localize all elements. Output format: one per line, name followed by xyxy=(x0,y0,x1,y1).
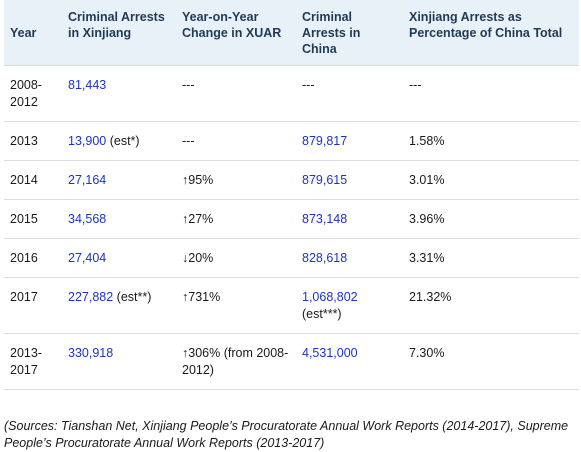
table-row: 2017 227,882 (est**) ↑731% 1,068,802 (est***… xyxy=(4,277,579,334)
xinjiang-arrests-link[interactable]: 227,882 xyxy=(68,290,114,304)
percentage-value: 3.01% xyxy=(409,173,445,187)
percentage-cell: 7.30% xyxy=(403,333,579,390)
percentage-value: --- xyxy=(409,78,422,92)
table-header-row: Year Criminal Arrests in Xinjiang Year-o… xyxy=(4,0,579,66)
page: Year Criminal Arrests in Xinjiang Year-o… xyxy=(4,0,579,450)
china-arrests-cell: 879,817 xyxy=(296,121,403,161)
arrests-table: Year Criminal Arrests in Xinjiang Year-o… xyxy=(4,0,579,390)
table-row: 2013 13,900 (est*) --- 879,817 1.58% xyxy=(4,121,579,161)
header-year: Year xyxy=(10,26,37,40)
china-arrests-cell: 1,068,802 (est***) xyxy=(296,277,403,334)
xinjiang-arrests-link[interactable]: 13,900 xyxy=(68,134,107,148)
year-value: 2015 xyxy=(10,212,38,226)
china-arrests-cell: 4,531,000 xyxy=(296,333,403,390)
china-estimate-note: (est***) xyxy=(302,307,342,321)
header-percentage: Xinjiang Arrests as Percentage of China … xyxy=(409,10,563,40)
xinjiang-arrests-link[interactable]: 330,918 xyxy=(68,346,114,360)
china-arrests-value: --- xyxy=(302,78,315,92)
china-arrests-link[interactable]: 873,148 xyxy=(302,212,348,226)
xinjiang-arrests-cell: 227,882 (est**) xyxy=(62,277,176,334)
xinjiang-arrests-cell: 27,404 xyxy=(62,238,176,278)
china-arrests-link[interactable]: 4,531,000 xyxy=(302,346,358,360)
table-row: 2013-2017 330,918 ↑306% (from 2008-2012) 4,… xyxy=(4,333,579,390)
percentage-cell: 21.32% xyxy=(403,277,579,334)
yoy-change-value: --- xyxy=(182,134,195,148)
header-yoy-change: Year-on-Year Change in XUAR xyxy=(182,10,282,40)
table-row: 2008-2012 81,443 --- --- --- xyxy=(4,65,579,122)
year-value: 2013-2017 xyxy=(10,346,42,377)
year-cell: 2013-2017 xyxy=(4,333,62,390)
china-arrests-cell: 828,618 xyxy=(296,238,403,278)
xinjiang-arrests-link[interactable]: 34,568 xyxy=(68,212,107,226)
table-row: 2014 27,164 ↑95% 879,615 3.01% xyxy=(4,160,579,200)
percentage-cell: 3.01% xyxy=(403,160,579,200)
china-arrests-link[interactable]: 828,618 xyxy=(302,251,348,265)
yoy-change-value: ↑731% xyxy=(182,290,221,304)
yoy-change-value: ↑95% xyxy=(182,173,214,187)
percentage-value: 3.96% xyxy=(409,212,445,226)
year-value: 2016 xyxy=(10,251,38,265)
xinjiang-arrests-cell: 81,443 xyxy=(62,65,176,122)
percentage-cell: 1.58% xyxy=(403,121,579,161)
china-arrests-link[interactable]: 879,615 xyxy=(302,173,348,187)
percentage-cell: --- xyxy=(403,65,579,122)
year-cell: 2015 xyxy=(4,199,62,239)
year-value: 2017 xyxy=(10,290,38,304)
sources-note: (Sources: Tianshan Net, Xinjiang People’… xyxy=(4,419,569,450)
year-cell: 2008-2012 xyxy=(4,65,62,122)
yoy-change-value: ↓20% xyxy=(182,251,214,265)
year-cell: 2014 xyxy=(4,160,62,200)
year-cell: 2013 xyxy=(4,121,62,161)
xinjiang-arrests-link[interactable]: 81,443 xyxy=(68,78,107,92)
china-arrests-cell: 879,615 xyxy=(296,160,403,200)
yoy-change-value: --- xyxy=(182,78,195,92)
year-cell: 2017 xyxy=(4,277,62,334)
xinjiang-arrests-link[interactable]: 27,164 xyxy=(68,173,107,187)
year-value: 2014 xyxy=(10,173,38,187)
table-body: 2008-2012 81,443 --- --- --- 2013 13,900 (est*… xyxy=(4,65,579,390)
yoy-change-cell: ↑27% xyxy=(176,199,296,239)
china-arrests-cell: --- xyxy=(296,65,403,122)
yoy-change-value: ↑27% xyxy=(182,212,214,226)
xinjiang-arrests-cell: 330,918 xyxy=(62,333,176,390)
header-china-arrests: Criminal Arrests in China xyxy=(302,10,361,56)
yoy-change-cell: ↑306% (from 2008-2012) xyxy=(176,333,296,390)
percentage-value: 7.30% xyxy=(409,346,445,360)
xinjiang-arrests-cell: 34,568 xyxy=(62,199,176,239)
percentage-cell: 3.96% xyxy=(403,199,579,239)
percentage-value: 1.58% xyxy=(409,134,445,148)
percentage-value: 21.32% xyxy=(409,290,452,304)
yoy-change-cell: --- xyxy=(176,121,296,161)
china-arrests-link[interactable]: 1,068,802 xyxy=(302,290,358,304)
xinjiang-arrests-link[interactable]: 27,404 xyxy=(68,251,107,265)
xinjiang-arrests-cell: 27,164 xyxy=(62,160,176,200)
xinjiang-arrests-cell: 13,900 (est*) xyxy=(62,121,176,161)
year-value: 2013 xyxy=(10,134,38,148)
table-row: 2016 27,404 ↓20% 828,618 3.31% xyxy=(4,238,579,278)
yoy-change-cell: --- xyxy=(176,65,296,122)
yoy-change-cell: ↑95% xyxy=(176,160,296,200)
year-cell: 2016 xyxy=(4,238,62,278)
xinjiang-estimate-note: (est**) xyxy=(113,290,152,304)
yoy-change-cell: ↑731% xyxy=(176,277,296,334)
percentage-value: 3.31% xyxy=(409,251,445,265)
header-xinjiang-arrests: Criminal Arrests in Xinjiang xyxy=(68,10,165,40)
china-arrests-cell: 873,148 xyxy=(296,199,403,239)
china-arrests-link[interactable]: 879,817 xyxy=(302,134,348,148)
table-row: 2015 34,568 ↑27% 873,148 3.96% xyxy=(4,199,579,239)
year-value: 2008-2012 xyxy=(10,78,42,109)
xinjiang-estimate-note: (est*) xyxy=(106,134,140,148)
yoy-change-cell: ↓20% xyxy=(176,238,296,278)
yoy-change-value: ↑306% (from 2008-2012) xyxy=(182,346,289,377)
percentage-cell: 3.31% xyxy=(403,238,579,278)
